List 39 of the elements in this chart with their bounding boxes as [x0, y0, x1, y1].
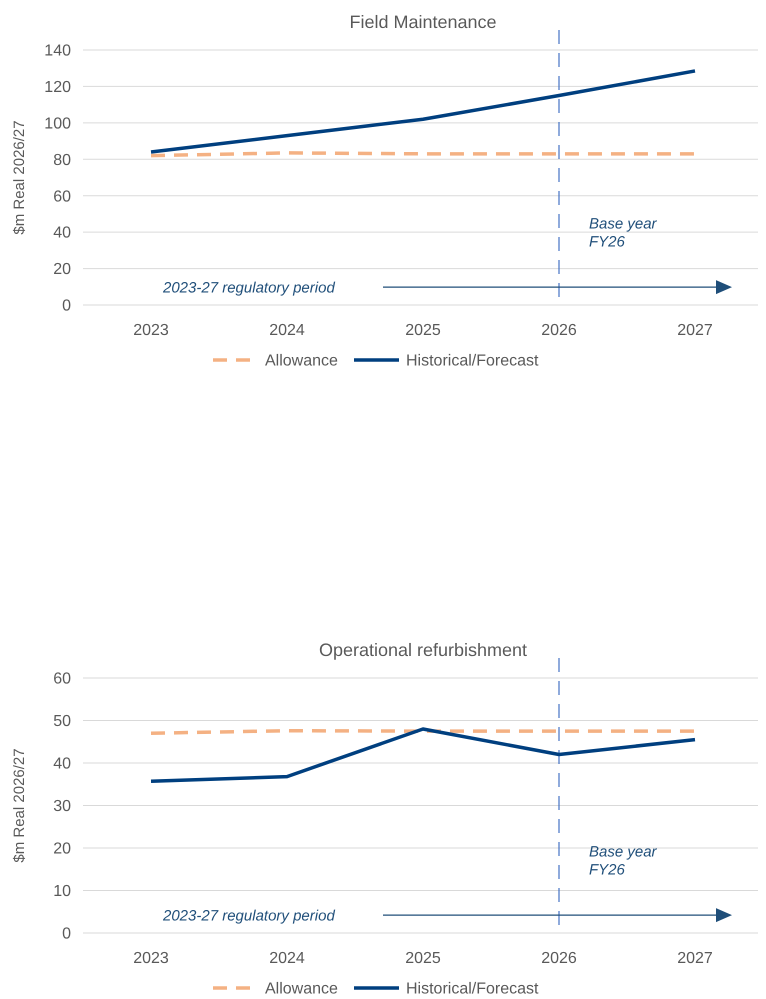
x-tick-label: 2024 [269, 322, 305, 339]
y-tick-label: 20 [53, 840, 72, 858]
annotation: 2023-27 regulatory period [162, 907, 336, 924]
y-tick-label: 60 [53, 188, 72, 206]
chart-title: Operational refurbishment [318, 640, 528, 660]
legend-label: Historical/Forecast [406, 352, 540, 370]
legend-label: Allowance [265, 980, 338, 998]
x-tick-label: 2025 [405, 322, 441, 339]
y-tick-label: 140 [44, 42, 72, 60]
y-tick-label: 50 [53, 713, 72, 730]
y-tick-label: 40 [53, 224, 72, 242]
y-tick-label: 100 [44, 115, 72, 132]
ref-line-label: Base year FY26 [589, 216, 658, 250]
y-tick-label: 10 [53, 883, 72, 900]
y-tick-label: 60 [53, 670, 72, 688]
line-series [149, 727, 697, 784]
x-tick-label: 2023 [133, 322, 169, 339]
y-tick-label: 40 [53, 756, 72, 773]
legend-label: Historical/Forecast [406, 980, 540, 998]
x-tick-label: 2026 [541, 322, 577, 339]
annotation: 2023-27 regulatory period [162, 279, 336, 296]
x-tick-label: 2027 [677, 322, 713, 339]
y-axis-title: $m Real 2026/27 [11, 120, 28, 235]
chart-title: Field Maintenance [349, 12, 497, 32]
y-tick-label: 30 [53, 798, 72, 816]
y-axis-title: $m Real 2026/27 [11, 748, 28, 863]
y-tick-label: 0 [62, 298, 72, 315]
ref-line-label: Base year FY26 [589, 844, 658, 878]
x-tick-label: 2024 [269, 950, 305, 967]
x-tick-label: 2026 [541, 950, 577, 967]
x-tick-label: 2025 [405, 950, 441, 967]
x-tick-label: 2027 [677, 950, 713, 967]
line-series [149, 69, 697, 154]
y-tick-label: 80 [53, 152, 72, 169]
y-tick-label: 0 [62, 926, 72, 943]
y-tick-label: 120 [44, 79, 72, 96]
legend-label: Allowance [265, 352, 338, 370]
x-tick-label: 2023 [133, 950, 169, 967]
y-tick-label: 20 [53, 261, 72, 278]
